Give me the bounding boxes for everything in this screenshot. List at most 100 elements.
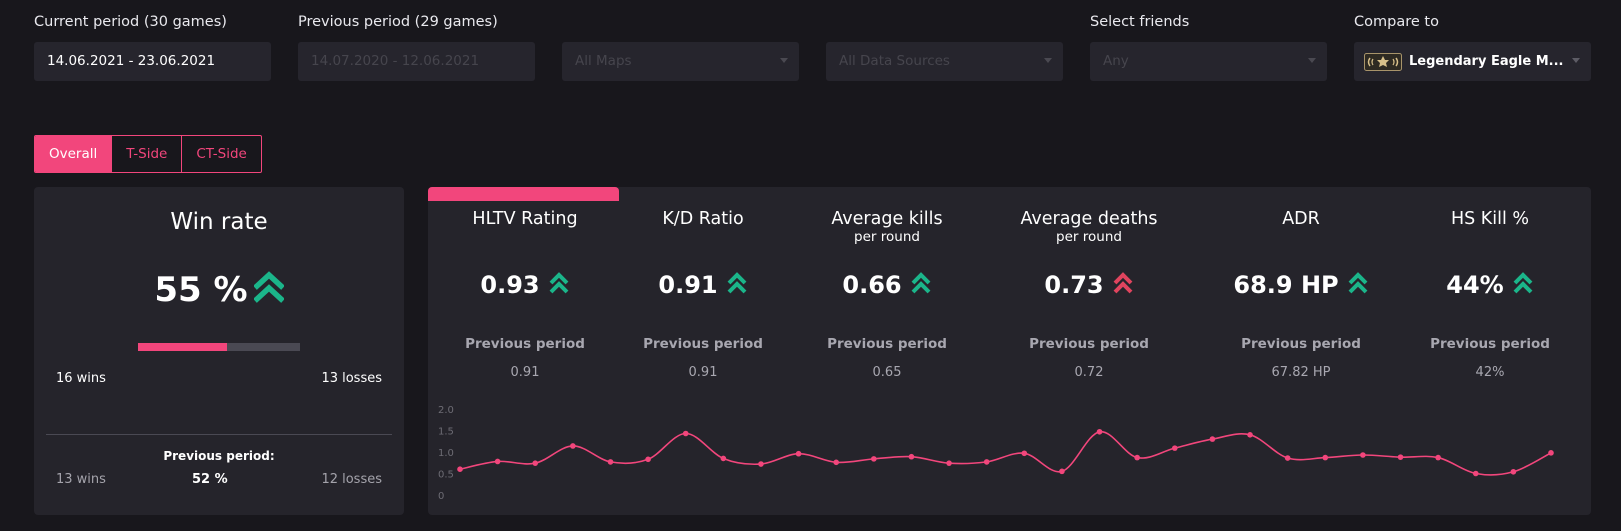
data-point[interactable]	[1360, 452, 1366, 458]
select-friends-label: Select friends	[1090, 14, 1190, 30]
stat-title: ADR	[1282, 209, 1320, 229]
stat-previous-value: 0.91	[510, 365, 540, 380]
data-point[interactable]	[1322, 454, 1329, 461]
data-point[interactable]	[1397, 454, 1404, 460]
data-point[interactable]	[494, 458, 501, 465]
stat-value: 44%	[1446, 271, 1504, 299]
friends-select[interactable]: Any	[1090, 42, 1327, 81]
stat-previous-label: Previous period	[465, 336, 585, 352]
trend-line-chart: 2.0 1.5 1.0 0.5 0	[438, 405, 1554, 502]
stat-previous-label: Previous period	[643, 336, 763, 352]
stats-card: HLTV Rating 0.93 Previous period 0.91 K/…	[428, 187, 1591, 515]
data-sources-select-value: All Data Sources	[839, 53, 950, 69]
win-rate-progress-bar	[138, 343, 300, 351]
data-point[interactable]	[1134, 454, 1140, 461]
data-point[interactable]	[570, 443, 576, 449]
stat-value: 68.9 HP	[1233, 271, 1339, 299]
double-chevron-up-icon	[1347, 272, 1369, 302]
maps-select: All Maps	[562, 42, 799, 81]
friends-select-value: Any	[1103, 53, 1129, 69]
maps-select-value: All Maps	[575, 53, 632, 69]
stat-previous-value: 67.82 HP	[1271, 365, 1331, 380]
data-point[interactable]	[795, 450, 802, 457]
data-point[interactable]	[758, 461, 764, 467]
double-chevron-up-icon	[548, 272, 570, 302]
divider	[46, 434, 392, 435]
stat-previous-value: 0.91	[688, 365, 718, 380]
losses-count: 13 losses	[321, 371, 382, 386]
y-tick-label: 1.0	[438, 448, 454, 459]
chevron-down-icon	[1572, 58, 1580, 63]
data-point[interactable]	[946, 460, 952, 466]
data-point[interactable]	[1548, 450, 1554, 456]
double-chevron-up-icon	[252, 271, 285, 314]
win-rate-progress-fill	[138, 343, 228, 351]
rank-badge-icon	[1364, 52, 1402, 71]
data-point[interactable]	[1247, 432, 1253, 438]
data-point[interactable]	[682, 430, 689, 437]
stat-previous-label: Previous period	[827, 336, 947, 352]
win-rate-value: 55 %	[154, 270, 248, 310]
chevron-down-icon	[1044, 58, 1052, 63]
data-point[interactable]	[457, 466, 463, 472]
data-point[interactable]	[1472, 470, 1479, 477]
stat-title: HLTV Rating	[472, 209, 578, 229]
y-tick-label: 2.0	[438, 405, 454, 416]
stat-previous-value: 0.65	[872, 365, 902, 380]
stat-value: 0.93	[480, 271, 540, 299]
stat-value: 0.91	[658, 271, 718, 299]
compare-select[interactable]: Legendary Eagle M...	[1354, 42, 1591, 81]
data-point[interactable]	[871, 456, 877, 462]
double-chevron-up-icon	[1112, 272, 1134, 302]
stat-previous-label: Previous period	[1430, 336, 1550, 352]
stat-previous-label: Previous period	[1029, 336, 1149, 352]
stat-title: Average deaths	[1020, 209, 1158, 229]
data-point[interactable]	[1021, 450, 1028, 457]
double-chevron-up-icon	[1512, 272, 1534, 302]
data-point[interactable]	[983, 459, 990, 465]
wins-count: 16 wins	[56, 371, 106, 386]
y-tick-label: 1.5	[438, 427, 454, 438]
stat-value: 0.66	[842, 271, 902, 299]
data-point[interactable]	[1171, 445, 1178, 451]
stat-previous-label: Previous period	[1241, 336, 1361, 352]
stat-title: K/D Ratio	[662, 209, 744, 229]
y-tick-label: 0	[438, 491, 444, 502]
compare-select-value: Legendary Eagle M...	[1409, 54, 1564, 69]
side-tabs: Overall T-Side CT-Side	[34, 135, 262, 173]
tab-overall[interactable]: Overall	[35, 136, 113, 172]
stat-value: 0.73	[1044, 271, 1104, 299]
double-chevron-up-icon	[910, 272, 932, 302]
current-period-field[interactable]: 14.06.2021 - 23.06.2021	[34, 42, 271, 81]
win-rate-card: Win rate 55 % 16 wins 13 losses Previous…	[34, 187, 404, 515]
stat-subtitle: per round	[854, 229, 920, 245]
tab-t-side[interactable]: T-Side	[112, 136, 183, 172]
data-point[interactable]	[720, 455, 727, 462]
data-point[interactable]	[1209, 436, 1216, 442]
previous-win-rate: 52 %	[192, 472, 228, 487]
stat-previous-value: 42%	[1475, 365, 1505, 380]
stat-previous-value: 0.72	[1074, 365, 1104, 380]
data-point[interactable]	[1284, 455, 1291, 461]
previous-period-field: 14.07.2020 - 12.06.2021	[298, 42, 535, 81]
compare-to-label: Compare to	[1354, 14, 1439, 30]
data-point[interactable]	[1435, 454, 1441, 461]
stat-title: Average kills	[831, 209, 943, 229]
chevron-down-icon	[780, 58, 788, 63]
series-line	[459, 430, 1552, 476]
tab-ct-side[interactable]: CT-Side	[196, 146, 247, 162]
double-chevron-up-icon	[726, 272, 748, 302]
stat-title: HS Kill %	[1450, 209, 1530, 229]
data-point[interactable]	[1059, 468, 1065, 475]
data-point[interactable]	[1510, 468, 1517, 475]
chevron-down-icon	[1308, 58, 1316, 63]
y-tick-label: 0.5	[438, 470, 454, 481]
data-point[interactable]	[833, 459, 840, 466]
data-point[interactable]	[908, 453, 915, 460]
active-stat-indicator	[428, 187, 619, 201]
data-point[interactable]	[607, 459, 614, 465]
stat-subtitle: per round	[1056, 229, 1122, 245]
data-point[interactable]	[532, 460, 539, 466]
data-point[interactable]	[645, 456, 651, 463]
data-point[interactable]	[1096, 428, 1103, 435]
